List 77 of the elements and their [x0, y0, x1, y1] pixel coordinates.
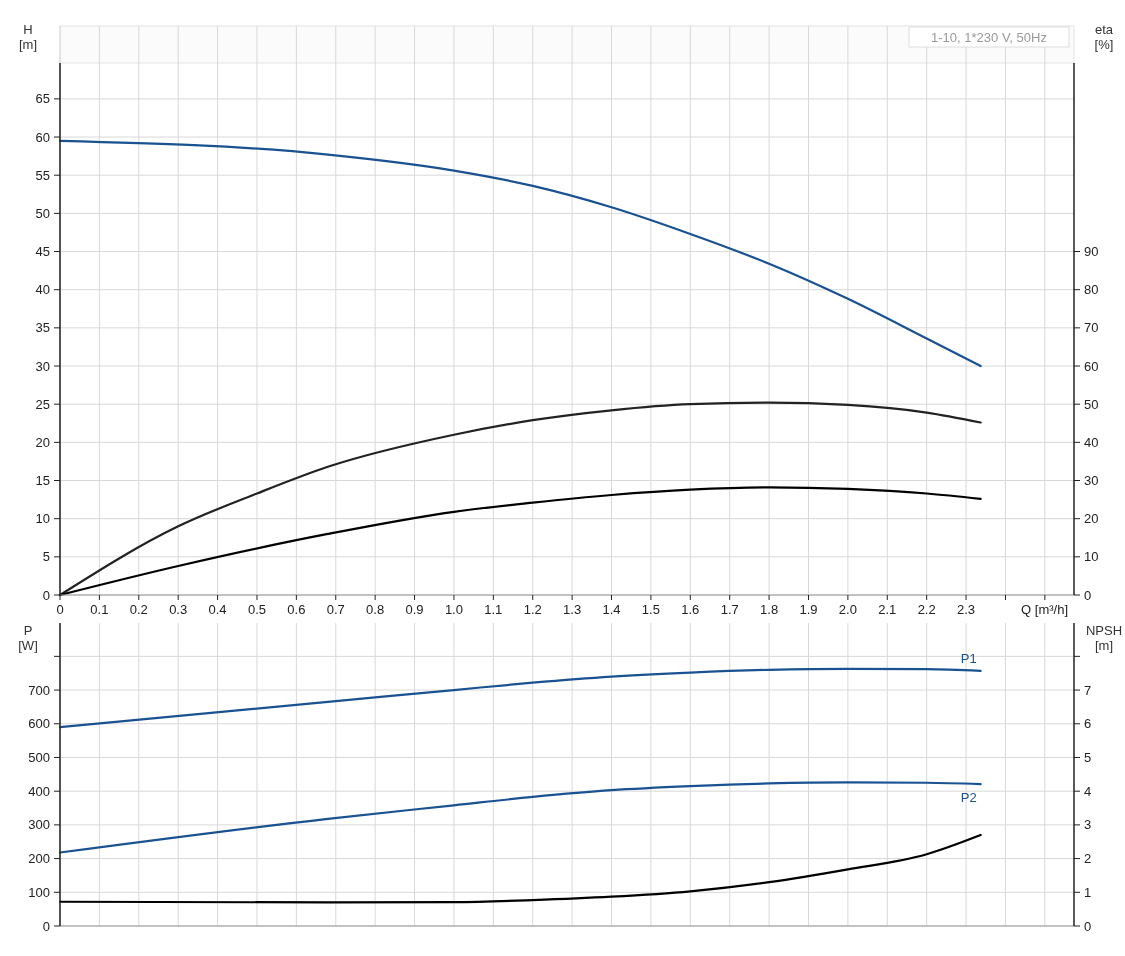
series-label: P2: [960, 790, 977, 806]
x-tick-label: 1.4: [602, 602, 621, 617]
y-tick-label: 100: [28, 884, 50, 900]
y2-tick-label: 6: [1084, 716, 1092, 732]
y2-tick-label: 30: [1084, 473, 1099, 489]
y2-tick-label: 2: [1084, 851, 1092, 867]
y2-tick-label: 70: [1084, 320, 1099, 336]
y-axis-title: H [m]: [18, 22, 38, 52]
y-tick-label: 400: [28, 783, 50, 799]
y2-tick-label: 20: [1084, 511, 1099, 527]
x-tick-label: 2.0: [838, 602, 857, 617]
x-tick-label: 2.3: [957, 602, 976, 617]
x-tick-label: 0.2: [129, 602, 148, 617]
x-tick-label: 1.5: [641, 602, 660, 617]
series-label: P1: [960, 650, 977, 666]
x-tick-label: 0.5: [247, 602, 267, 617]
y-tick-label: 10: [35, 511, 50, 527]
y2-tick-label: 4: [1084, 783, 1092, 799]
x-tick-label: 0.3: [169, 602, 188, 617]
x-tick-label: 1.9: [799, 602, 818, 617]
x-tick-label: 0.9: [405, 602, 424, 617]
y2-tick-label: 5: [1084, 749, 1092, 765]
line-series: [58, 139, 982, 368]
y2-tick-label: 0: [1084, 587, 1092, 603]
x-tick-label: 0: [56, 602, 64, 617]
y-tick-label: 55: [35, 167, 50, 183]
x-axis-title: Q [m³/h]: [1021, 602, 1068, 617]
y-tick-label: 600: [28, 716, 50, 732]
x-tick-label: 2.1: [878, 602, 897, 617]
y2-tick-label: 50: [1084, 396, 1099, 412]
y-tick-label: 60: [35, 129, 50, 145]
y2-tick-label: 80: [1084, 282, 1099, 298]
y-tick-label: 35: [35, 320, 50, 336]
x-tick-label: 1.1: [484, 602, 503, 617]
y-tick-label: 700: [28, 682, 50, 698]
x-tick-label: 0.8: [366, 602, 385, 617]
y-tick-label: 20: [35, 434, 50, 450]
text: 1-10, 1*230 V, 50Hz: [931, 30, 1047, 45]
y-tick-label: 30: [35, 358, 50, 374]
y2-tick-label: 7: [1084, 682, 1092, 698]
x-tick-label: 0.7: [326, 602, 345, 617]
y-axis-title: P [W]: [18, 623, 38, 653]
x-tick-label: 1.3: [563, 602, 582, 617]
y-tick-label: 45: [35, 244, 50, 260]
y2-tick-label: 1: [1084, 884, 1092, 900]
x-tick-label: 1.8: [760, 602, 779, 617]
x-tick-label: 0.6: [287, 602, 306, 617]
line-series: [58, 486, 982, 597]
y-tick-label: 200: [28, 851, 50, 867]
y2-tick-label: 90: [1084, 244, 1099, 260]
x-tick-label: 1.0: [444, 602, 463, 617]
y2-tick-label: 0: [1084, 918, 1092, 934]
y-tick-label: 0: [42, 918, 50, 934]
y-tick-label: 40: [35, 282, 50, 298]
y2-tick-label: 40: [1084, 434, 1099, 450]
x-tick-label: 0.1: [90, 602, 109, 617]
line-series: [58, 833, 982, 904]
y2-axis-title: eta [%]: [1094, 22, 1114, 52]
x-tick-label: 1.6: [681, 602, 700, 617]
y-tick-label: 5: [42, 549, 50, 565]
y-tick-label: 500: [28, 749, 50, 765]
y2-tick-label: 60: [1084, 358, 1099, 374]
x-tick-label: 2.2: [917, 602, 936, 617]
y-tick-label: 50: [35, 205, 50, 221]
x-tick-label: 1.7: [720, 602, 739, 617]
y-tick-label: 0: [42, 587, 50, 603]
x-tick-label: 0.4: [208, 602, 227, 617]
y2-tick-label: 3: [1084, 817, 1092, 833]
y-tick-label: 15: [35, 473, 50, 489]
y2-axis-title: NPSH [m]: [1085, 623, 1123, 653]
line-series: [58, 781, 982, 854]
y2-tick-label: 10: [1084, 549, 1099, 565]
x-tick-label: 1.2: [523, 602, 542, 617]
y-tick-label: 65: [35, 91, 50, 107]
line-series: [58, 667, 982, 729]
y-tick-label: 300: [28, 817, 50, 833]
y-tick-label: 25: [35, 396, 50, 412]
